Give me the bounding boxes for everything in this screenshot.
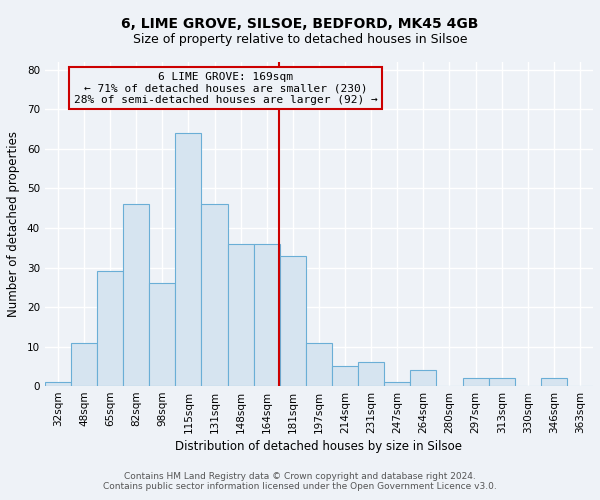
Bar	[306, 342, 332, 386]
Bar	[123, 204, 149, 386]
Text: Contains public sector information licensed under the Open Government Licence v3: Contains public sector information licen…	[103, 482, 497, 491]
Bar	[332, 366, 358, 386]
Bar	[358, 362, 384, 386]
X-axis label: Distribution of detached houses by size in Silsoe: Distribution of detached houses by size …	[175, 440, 463, 453]
Bar	[45, 382, 71, 386]
Bar	[175, 133, 202, 386]
Bar	[280, 256, 306, 386]
Y-axis label: Number of detached properties: Number of detached properties	[7, 131, 20, 317]
Text: Size of property relative to detached houses in Silsoe: Size of property relative to detached ho…	[133, 32, 467, 46]
Text: 6 LIME GROVE: 169sqm
← 71% of detached houses are smaller (230)
28% of semi-deta: 6 LIME GROVE: 169sqm ← 71% of detached h…	[74, 72, 377, 105]
Bar	[202, 204, 227, 386]
Bar	[227, 244, 254, 386]
Bar	[149, 284, 175, 386]
Bar	[410, 370, 436, 386]
Bar	[254, 244, 280, 386]
Bar	[384, 382, 410, 386]
Bar	[488, 378, 515, 386]
Text: 6, LIME GROVE, SILSOE, BEDFORD, MK45 4GB: 6, LIME GROVE, SILSOE, BEDFORD, MK45 4GB	[121, 18, 479, 32]
Bar	[463, 378, 488, 386]
Bar	[541, 378, 567, 386]
Bar	[97, 272, 123, 386]
Bar	[71, 342, 97, 386]
Text: Contains HM Land Registry data © Crown copyright and database right 2024.: Contains HM Land Registry data © Crown c…	[124, 472, 476, 481]
